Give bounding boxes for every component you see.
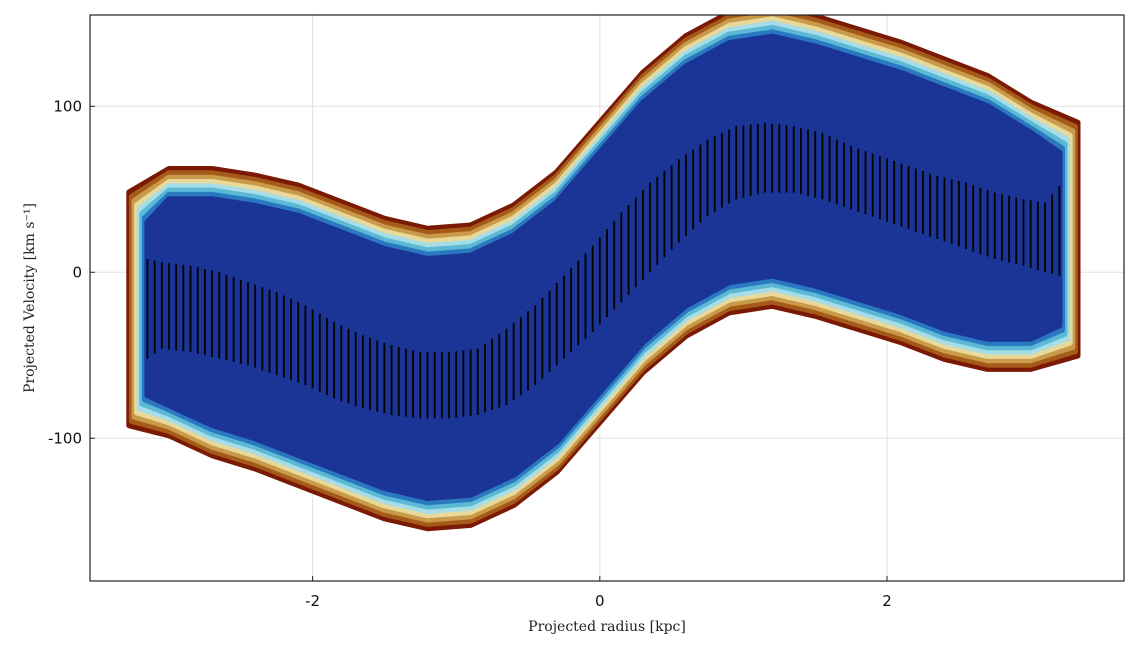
x-axis-label: Projected radius [kpc] — [528, 619, 686, 635]
y-tick-label: 100 — [53, 97, 82, 115]
axis-ticks: -2 0 2 100 0 -100 — [48, 97, 892, 610]
x-tick-label: 2 — [882, 592, 892, 610]
density-contours — [126, 15, 1081, 532]
x-tick-label: 0 — [595, 592, 605, 610]
x-tick-label: -2 — [305, 592, 320, 610]
density-contour-band — [144, 33, 1063, 501]
y-axis-label: Projected Velocity [km s⁻¹] — [22, 203, 38, 393]
plot-frame — [89, 14, 1125, 582]
y-tick-label: 0 — [72, 263, 82, 281]
dispersion-bars — [146, 122, 1061, 419]
y-tick-label: -100 — [48, 429, 82, 447]
